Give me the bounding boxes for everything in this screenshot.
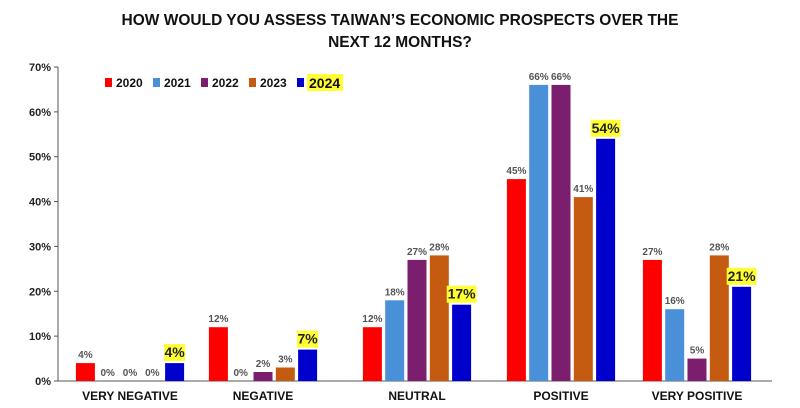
data-label-2020: 12%	[208, 314, 228, 325]
y-tick-label: 60%	[29, 107, 51, 119]
bar-2024	[596, 138, 616, 381]
data-label-2024: 54%	[592, 120, 621, 136]
data-label-2020: 27%	[642, 247, 662, 258]
data-label-2023: 0%	[145, 368, 160, 379]
legend-swatch-2020	[105, 78, 112, 87]
y-tick-label: 70%	[29, 62, 51, 74]
bar-2024	[452, 304, 472, 381]
legend-swatch-2023	[249, 78, 256, 87]
chart-title-line-1: HOW WOULD YOU ASSESS TAIWAN’S ECONOMIC P…	[121, 12, 679, 29]
bar-2020	[75, 363, 95, 381]
data-label-2023: 41%	[573, 184, 593, 195]
y-tick-label: 40%	[29, 197, 51, 209]
data-label-2021: 0%	[100, 368, 115, 379]
data-label-2023: 3%	[278, 355, 293, 366]
bar-2022	[407, 259, 427, 381]
data-label-2024: 4%	[164, 344, 185, 360]
data-label-highlight	[726, 267, 757, 285]
y-tick-label: 20%	[29, 286, 51, 298]
data-label-2023: 28%	[709, 242, 729, 253]
bar-2021	[385, 300, 405, 381]
bar-2022	[253, 372, 273, 381]
data-label-2024: 7%	[297, 331, 318, 347]
bar-2023	[429, 255, 449, 381]
data-label-highlight	[164, 344, 186, 362]
data-label-2021: 18%	[385, 287, 405, 298]
category-label: NEGATIVE	[233, 389, 293, 403]
legend-label-2021: 2021	[164, 76, 191, 90]
y-tick-label: 0%	[35, 376, 51, 388]
bar-2024	[165, 363, 185, 381]
data-label-2020: 45%	[506, 166, 526, 177]
data-label-highlight	[297, 330, 319, 348]
data-label-2024: 17%	[448, 286, 477, 302]
data-label-2021: 66%	[529, 72, 549, 83]
legend-label-2024: 2024	[309, 75, 340, 91]
y-tick-label: 30%	[29, 241, 51, 253]
legend-highlight	[307, 74, 343, 91]
data-label-2022: 27%	[407, 247, 427, 258]
bar-2020	[362, 327, 382, 381]
data-label-2020: 12%	[362, 314, 382, 325]
bar-2021	[665, 309, 685, 381]
bar-2020	[642, 259, 662, 381]
chart-title-line-2: NEXT 12 MONTHS?	[328, 34, 472, 51]
category-label: VERY NEGATIVE	[82, 389, 178, 403]
data-label-2022: 0%	[123, 368, 138, 379]
y-tick-label: 10%	[29, 331, 51, 343]
bar-2024	[732, 286, 752, 381]
data-label-highlight	[446, 285, 477, 303]
legend-swatch-2021	[153, 78, 160, 87]
y-tick-label: 50%	[29, 152, 51, 164]
data-label-2024: 21%	[728, 268, 757, 284]
legend-swatch-2024	[297, 78, 304, 87]
chart-title: HOW WOULD YOU ASSESS TAIWAN’S ECONOMIC P…	[0, 10, 800, 54]
data-label-2022: 2%	[256, 359, 271, 370]
bar-2023	[709, 255, 729, 381]
data-label-2022: 5%	[690, 346, 705, 357]
data-label-2020: 4%	[78, 350, 93, 361]
bar-2022	[687, 358, 707, 381]
bar-2024	[298, 349, 318, 381]
data-label-highlight	[590, 119, 621, 137]
legend-swatch-2022	[201, 78, 208, 87]
data-label-2021: 0%	[233, 368, 248, 379]
bar-2020	[506, 179, 526, 381]
data-label-2021: 16%	[665, 296, 685, 307]
category-label: POSITIVE	[533, 389, 588, 403]
data-label-2023: 28%	[429, 242, 449, 253]
data-label-2022: 66%	[551, 72, 571, 83]
category-label: VERY POSITIVE	[652, 389, 743, 403]
bar-2023	[573, 197, 593, 381]
bar-2023	[275, 367, 295, 381]
legend-label-2022: 2022	[212, 76, 239, 90]
bar-2021	[529, 84, 549, 382]
category-label: NEUTRAL	[388, 389, 445, 403]
legend-label-2023: 2023	[260, 76, 287, 90]
bar-2022	[551, 84, 571, 382]
bar-2020	[208, 327, 228, 381]
legend-label-2020: 2020	[116, 76, 143, 90]
